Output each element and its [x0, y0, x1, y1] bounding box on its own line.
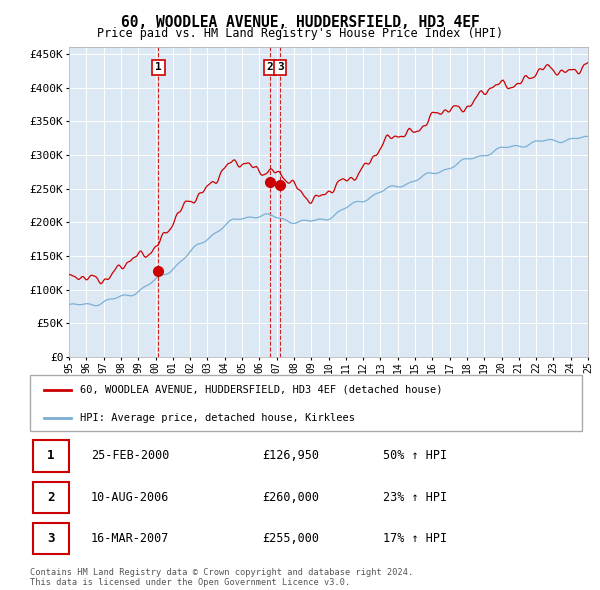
Text: HPI: Average price, detached house, Kirklees: HPI: Average price, detached house, Kirk…: [80, 414, 355, 424]
Text: 1: 1: [47, 449, 55, 463]
Text: £126,950: £126,950: [262, 449, 319, 463]
Text: £255,000: £255,000: [262, 532, 319, 545]
Text: Contains HM Land Registry data © Crown copyright and database right 2024.
This d: Contains HM Land Registry data © Crown c…: [30, 568, 413, 587]
Text: 60, WOODLEA AVENUE, HUDDERSFIELD, HD3 4EF: 60, WOODLEA AVENUE, HUDDERSFIELD, HD3 4E…: [121, 15, 479, 30]
Text: 60, WOODLEA AVENUE, HUDDERSFIELD, HD3 4EF (detached house): 60, WOODLEA AVENUE, HUDDERSFIELD, HD3 4E…: [80, 385, 442, 395]
Text: 17% ↑ HPI: 17% ↑ HPI: [383, 532, 448, 545]
Text: 23% ↑ HPI: 23% ↑ HPI: [383, 490, 448, 504]
Text: 3: 3: [47, 532, 55, 545]
Text: 3: 3: [277, 63, 284, 73]
Text: £260,000: £260,000: [262, 490, 319, 504]
Text: 2: 2: [266, 63, 274, 73]
FancyBboxPatch shape: [33, 481, 68, 513]
FancyBboxPatch shape: [33, 523, 68, 555]
Text: 16-MAR-2007: 16-MAR-2007: [91, 532, 169, 545]
Text: 25-FEB-2000: 25-FEB-2000: [91, 449, 169, 463]
Text: 1: 1: [155, 63, 162, 73]
Text: 10-AUG-2006: 10-AUG-2006: [91, 490, 169, 504]
Text: 50% ↑ HPI: 50% ↑ HPI: [383, 449, 448, 463]
FancyBboxPatch shape: [30, 375, 582, 431]
Text: Price paid vs. HM Land Registry's House Price Index (HPI): Price paid vs. HM Land Registry's House …: [97, 27, 503, 40]
Text: 2: 2: [47, 490, 55, 504]
FancyBboxPatch shape: [33, 440, 68, 472]
